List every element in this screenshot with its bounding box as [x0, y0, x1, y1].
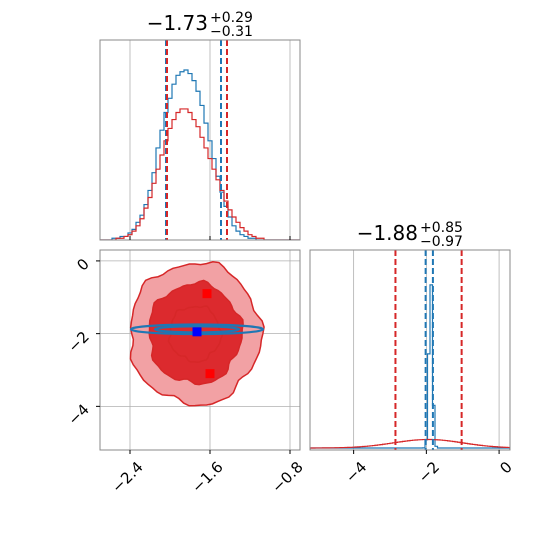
right-ticks: −4 −2 0: [342, 450, 516, 486]
joint-x-tick-label: −2.4: [108, 458, 146, 496]
blue-histogram-1: [100, 69, 300, 240]
top-quantile-lines: [165, 40, 228, 240]
right-x-tick-label: −2: [415, 458, 443, 486]
joint-markers: [192, 289, 215, 379]
top-gridlines: [129, 40, 291, 240]
joint-y-tick-label: 0: [73, 255, 92, 274]
title-2-value: −1.88: [357, 221, 418, 245]
title-1-upper: +0.29: [210, 10, 253, 26]
marginal-panel-2: −4 −2 0 −1.88 +0.85 −0.97: [309, 220, 516, 486]
right-histograms: [310, 284, 510, 450]
right-x-tick-label: −4: [342, 458, 370, 486]
right-panel-frame: [309, 249, 511, 451]
joint-x-tick-label: −1.6: [188, 458, 226, 496]
top-histograms: [100, 69, 300, 240]
title-1-value: −1.73: [147, 11, 208, 35]
joint-y-tick-label: −2: [64, 328, 92, 356]
red-histogram-2: [310, 438, 510, 450]
top-panel-frame: [99, 39, 301, 241]
joint-y-tick-label: −4: [64, 400, 92, 428]
title-2-upper: +0.85: [420, 220, 463, 236]
joint-panel: −2.4 −1.6 −0.8 0 −2 −4: [64, 249, 307, 497]
joint-x-tick-label: −0.8: [268, 458, 306, 496]
red-marker-1: [202, 289, 212, 299]
title-1-lower: −0.31: [210, 24, 253, 40]
blue-marker-2: [192, 327, 202, 337]
joint-contours: [129, 260, 265, 407]
red-marker-3: [205, 369, 215, 379]
right-x-tick-label: 0: [496, 458, 515, 477]
top-ticks: [129, 236, 291, 240]
joint-panel-frame: [99, 249, 301, 451]
blue-histogram-2: [310, 284, 510, 450]
right-quantile-lines: [394, 250, 463, 450]
title-2-lower: −0.97: [420, 234, 463, 250]
marginal-panel-1: −1.73 +0.29 −0.31: [99, 10, 301, 241]
red-histogram-1: [100, 108, 300, 240]
